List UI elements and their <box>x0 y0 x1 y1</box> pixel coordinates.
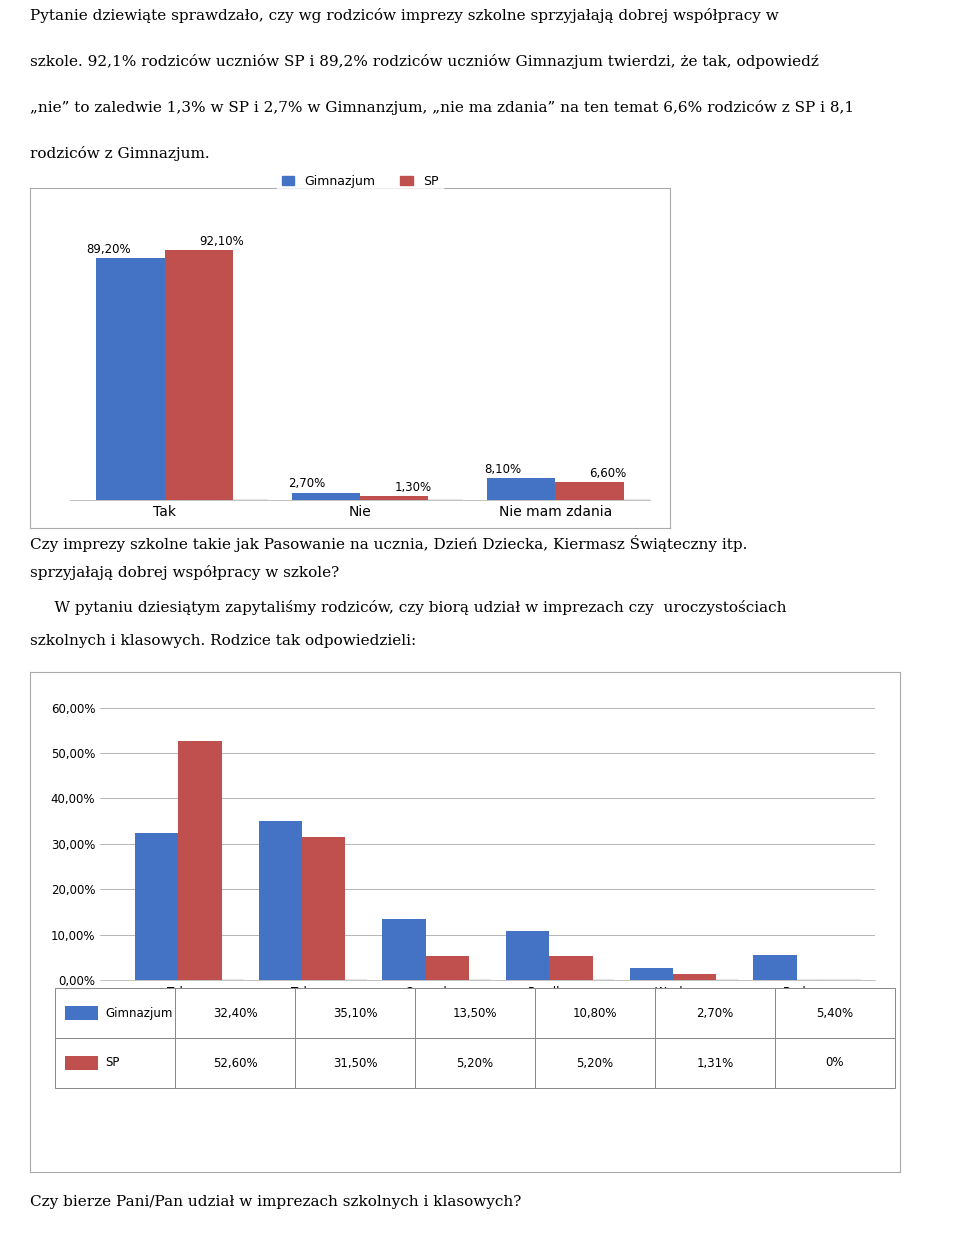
Bar <box>259 821 302 980</box>
Bar <box>179 741 222 980</box>
Bar <box>549 957 592 980</box>
Text: rodziców z Gimnazjum.: rodziców z Gimnazjum. <box>30 145 209 160</box>
Text: Gimnazjum: Gimnazjum <box>106 1006 173 1020</box>
Polygon shape <box>156 980 206 986</box>
Bar <box>535 988 655 1038</box>
Polygon shape <box>589 501 671 507</box>
Bar <box>64 1055 98 1070</box>
Bar <box>302 837 346 980</box>
Text: Pytanie dziewiąte sprawdzało, czy wg rodziców imprezy szkolne sprzyjałają dobrej: Pytanie dziewiąte sprawdzało, czy wg rod… <box>30 7 779 23</box>
Text: 1,30%: 1,30% <box>395 481 431 494</box>
Polygon shape <box>280 980 330 986</box>
Polygon shape <box>395 501 476 507</box>
Polygon shape <box>775 980 825 986</box>
Text: szkole. 92,1% rodziców uczniów SP i 89,2% rodziców uczniów Gimnazjum twierdzi, ż: szkole. 92,1% rodziców uczniów SP i 89,2… <box>30 54 819 69</box>
Bar <box>673 974 716 980</box>
Polygon shape <box>694 980 744 986</box>
Polygon shape <box>404 980 453 986</box>
Polygon shape <box>324 980 373 986</box>
Bar <box>55 1038 175 1088</box>
Text: 89,20%: 89,20% <box>85 243 131 255</box>
Text: 31,50%: 31,50% <box>333 1057 377 1069</box>
Legend: Gimnazjum, SP: Gimnazjum, SP <box>276 170 444 192</box>
Polygon shape <box>651 980 701 986</box>
Bar <box>425 957 468 980</box>
Bar <box>295 988 415 1038</box>
Polygon shape <box>447 980 496 986</box>
Text: szkolnych i klasowych. Rodzice tak odpowiedzieli:: szkolnych i klasowych. Rodzice tak odpow… <box>30 634 417 647</box>
Text: 2,70%: 2,70% <box>289 477 325 491</box>
Bar <box>382 919 425 980</box>
Text: 52,60%: 52,60% <box>213 1057 257 1069</box>
Text: Czy bierze Pani/Pan udział w imprezach szkolnych i klasowych?: Czy bierze Pani/Pan udział w imprezach s… <box>30 1195 521 1210</box>
Text: „nie” to zaledwie 1,3% w SP i 2,7% w Gimnanzjum, „nie ma zdania” na ten temat 6,: „nie” to zaledwie 1,3% w SP i 2,7% w Gim… <box>30 100 854 115</box>
Text: 8,10%: 8,10% <box>484 462 521 476</box>
Bar <box>535 1038 655 1088</box>
Bar <box>175 1038 295 1088</box>
Polygon shape <box>521 501 603 507</box>
Text: 13,50%: 13,50% <box>453 1006 497 1020</box>
Bar <box>506 931 549 980</box>
Text: 2,70%: 2,70% <box>696 1006 733 1020</box>
Bar <box>775 1038 895 1088</box>
Text: 5,20%: 5,20% <box>576 1057 613 1069</box>
Bar <box>555 482 624 501</box>
Polygon shape <box>818 980 868 986</box>
Bar <box>292 493 360 501</box>
Bar <box>135 834 179 980</box>
Bar <box>295 1038 415 1088</box>
Text: 0%: 0% <box>826 1057 844 1069</box>
Bar <box>55 988 175 1038</box>
Text: 35,10%: 35,10% <box>333 1006 377 1020</box>
Text: 10,80%: 10,80% <box>573 1006 617 1020</box>
Text: W pytaniu dziesiątym zapytaliśmy rodziców, czy biorą udział w imprezach czy  uro: W pytaniu dziesiątym zapytaliśmy rodzicó… <box>30 600 786 615</box>
Bar <box>165 250 233 501</box>
Bar <box>775 988 895 1038</box>
Bar <box>630 968 673 980</box>
Text: 5,40%: 5,40% <box>816 1006 853 1020</box>
Bar <box>360 497 428 501</box>
Text: Czy imprezy szkolne takie jak Pasowanie na ucznia, Dzień Dziecka, Kiermasz Świąt: Czy imprezy szkolne takie jak Pasowanie … <box>30 535 748 552</box>
Polygon shape <box>131 501 212 507</box>
Polygon shape <box>528 980 577 986</box>
Polygon shape <box>199 501 281 507</box>
Text: SP: SP <box>106 1057 120 1069</box>
Bar <box>754 956 797 980</box>
Bar <box>487 478 555 501</box>
Text: sprzyjałają dobrej współpracy w szkole?: sprzyjałają dobrej współpracy w szkole? <box>30 565 339 581</box>
Bar <box>96 258 165 501</box>
Bar <box>64 1006 98 1020</box>
Polygon shape <box>325 501 408 507</box>
Text: 1,31%: 1,31% <box>696 1057 733 1069</box>
Text: 32,40%: 32,40% <box>213 1006 257 1020</box>
Bar <box>655 988 775 1038</box>
Bar <box>415 988 535 1038</box>
Bar <box>655 1038 775 1088</box>
Text: 5,20%: 5,20% <box>456 1057 493 1069</box>
Polygon shape <box>200 980 250 986</box>
Bar <box>175 988 295 1038</box>
Text: 92,10%: 92,10% <box>199 234 244 248</box>
Polygon shape <box>571 980 620 986</box>
Text: 6,60%: 6,60% <box>589 467 627 480</box>
Bar <box>415 1038 535 1088</box>
